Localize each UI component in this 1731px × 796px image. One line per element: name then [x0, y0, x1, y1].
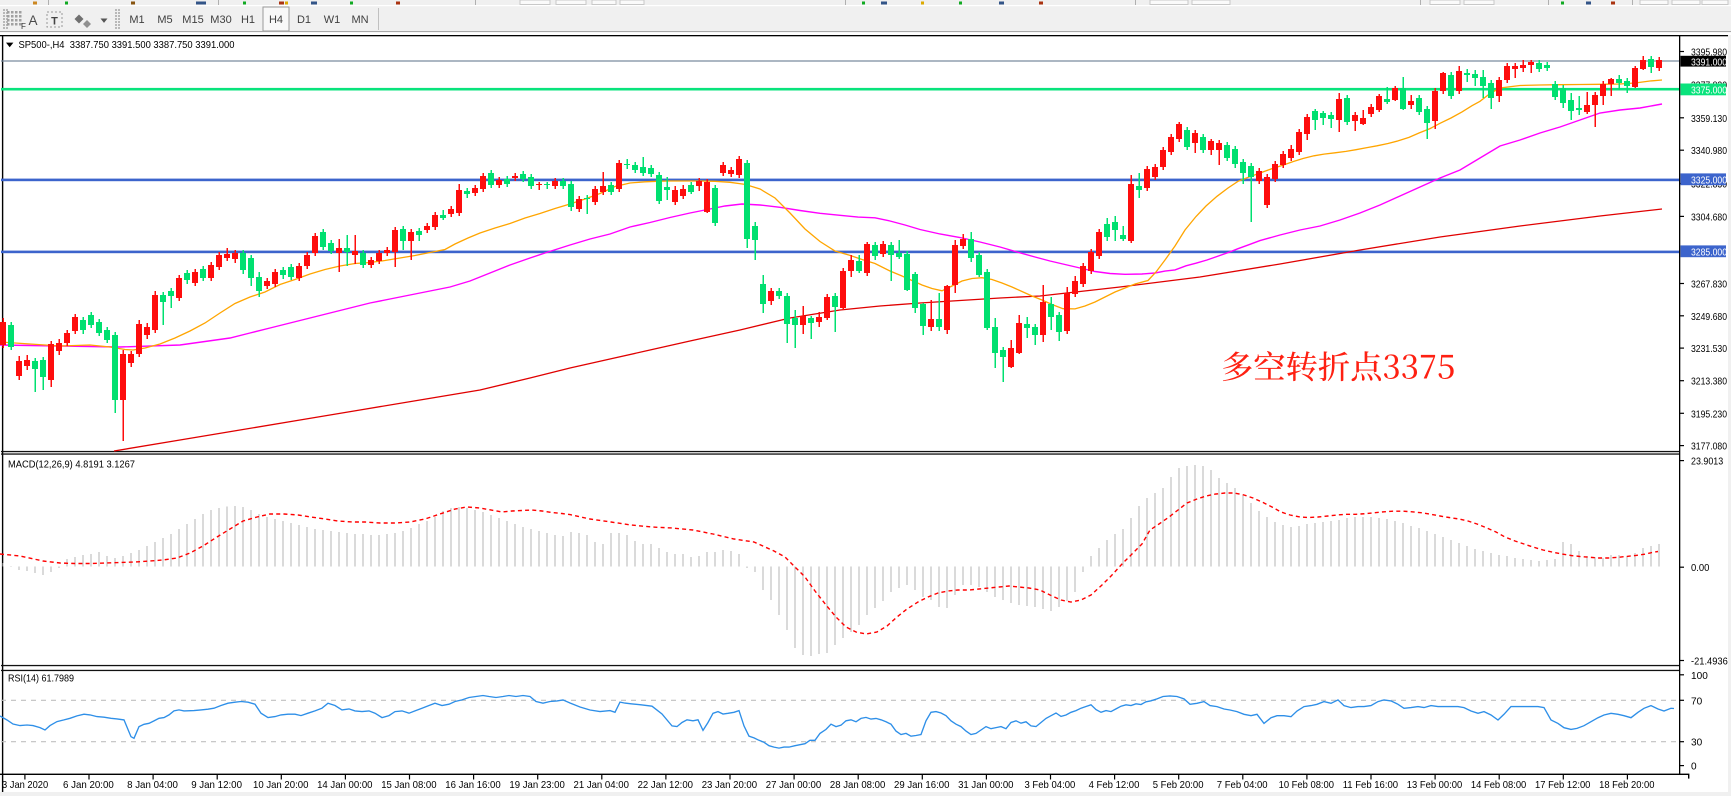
- svg-text:MACD(12,26,9) 4.8191 3.1267: MACD(12,26,9) 4.8191 3.1267: [8, 459, 135, 471]
- svg-text:4 Feb 12:00: 4 Feb 12:00: [1089, 779, 1140, 791]
- svg-text:3177.080: 3177.080: [1691, 441, 1727, 453]
- svg-text:3395.980: 3395.980: [1691, 47, 1727, 59]
- svg-text:3231.530: 3231.530: [1691, 343, 1727, 355]
- svg-text:3325.000: 3325.000: [1691, 175, 1727, 187]
- svg-text:3340.980: 3340.980: [1691, 145, 1727, 157]
- svg-text:3 Jan 2020: 3 Jan 2020: [2, 779, 48, 791]
- svg-text:0: 0: [1691, 761, 1697, 773]
- svg-text:8 Jan 04:00: 8 Jan 04:00: [127, 779, 178, 791]
- svg-text:23.9013: 23.9013: [1691, 456, 1723, 468]
- svg-text:30: 30: [1691, 737, 1702, 749]
- svg-text:3249.680: 3249.680: [1691, 311, 1727, 323]
- svg-text:3359.130: 3359.130: [1691, 113, 1727, 125]
- svg-text:28 Jan 08:00: 28 Jan 08:00: [830, 779, 886, 791]
- svg-text:3267.830: 3267.830: [1691, 279, 1727, 291]
- svg-text:19 Jan 23:00: 19 Jan 23:00: [509, 779, 565, 791]
- svg-text:6 Jan 20:00: 6 Jan 20:00: [63, 779, 114, 791]
- svg-text:14 Feb 08:00: 14 Feb 08:00: [1471, 779, 1527, 791]
- svg-text:11 Feb 16:00: 11 Feb 16:00: [1343, 779, 1399, 791]
- svg-text:3 Feb 04:00: 3 Feb 04:00: [1025, 779, 1076, 791]
- svg-text:9 Jan 12:00: 9 Jan 12:00: [191, 779, 242, 791]
- svg-text:27 Jan 00:00: 27 Jan 00:00: [766, 779, 822, 791]
- svg-text:3391.000: 3391.000: [1691, 56, 1727, 68]
- svg-text:18 Feb 20:00: 18 Feb 20:00: [1599, 779, 1655, 791]
- svg-text:W1: W1: [324, 14, 341, 26]
- svg-text:23 Jan 20:00: 23 Jan 20:00: [702, 779, 758, 791]
- svg-text:14 Jan 00:00: 14 Jan 00:00: [317, 779, 373, 791]
- svg-text:17 Feb 12:00: 17 Feb 12:00: [1535, 779, 1591, 791]
- svg-text:10 Feb 08:00: 10 Feb 08:00: [1279, 779, 1335, 791]
- svg-text:5 Feb 20:00: 5 Feb 20:00: [1153, 779, 1204, 791]
- svg-text:RSI(14) 61.7989: RSI(14) 61.7989: [8, 673, 74, 685]
- svg-text:F: F: [21, 22, 26, 31]
- svg-text:3285.000: 3285.000: [1691, 247, 1727, 259]
- svg-text:H1: H1: [241, 14, 255, 26]
- svg-text:16 Jan 16:00: 16 Jan 16:00: [445, 779, 501, 791]
- svg-text:D1: D1: [297, 14, 311, 26]
- svg-text:13 Feb 00:00: 13 Feb 00:00: [1407, 779, 1463, 791]
- svg-text:3195.230: 3195.230: [1691, 408, 1727, 420]
- svg-text:21 Jan 04:00: 21 Jan 04:00: [574, 779, 630, 791]
- svg-text:0.00: 0.00: [1691, 562, 1710, 574]
- svg-text:31 Jan 00:00: 31 Jan 00:00: [958, 779, 1014, 791]
- svg-text:15 Jan 08:00: 15 Jan 08:00: [381, 779, 437, 791]
- svg-text:H4: H4: [269, 14, 283, 26]
- svg-text:7 Feb 04:00: 7 Feb 04:00: [1217, 779, 1268, 791]
- svg-text:100: 100: [1691, 670, 1708, 682]
- svg-text:M5: M5: [157, 14, 172, 26]
- svg-text:-21.4936: -21.4936: [1691, 656, 1728, 668]
- svg-text:3213.380: 3213.380: [1691, 376, 1727, 388]
- svg-text:M1: M1: [129, 14, 144, 26]
- svg-text:22 Jan 12:00: 22 Jan 12:00: [638, 779, 694, 791]
- svg-text:70: 70: [1691, 695, 1702, 707]
- svg-text:A: A: [28, 13, 37, 28]
- svg-text:MN: MN: [351, 14, 368, 26]
- svg-text:M15: M15: [182, 14, 203, 26]
- svg-text:T: T: [51, 16, 58, 28]
- svg-text:29 Jan 16:00: 29 Jan 16:00: [894, 779, 950, 791]
- svg-text:3304.680: 3304.680: [1691, 211, 1727, 223]
- svg-text:3375.000: 3375.000: [1691, 85, 1727, 97]
- svg-text:M30: M30: [210, 14, 231, 26]
- svg-text:10 Jan 20:00: 10 Jan 20:00: [253, 779, 309, 791]
- svg-text:SP500-,H4 3387.750 3391.500 3: SP500-,H4 3387.750 3391.500 3387.750 339…: [19, 39, 235, 51]
